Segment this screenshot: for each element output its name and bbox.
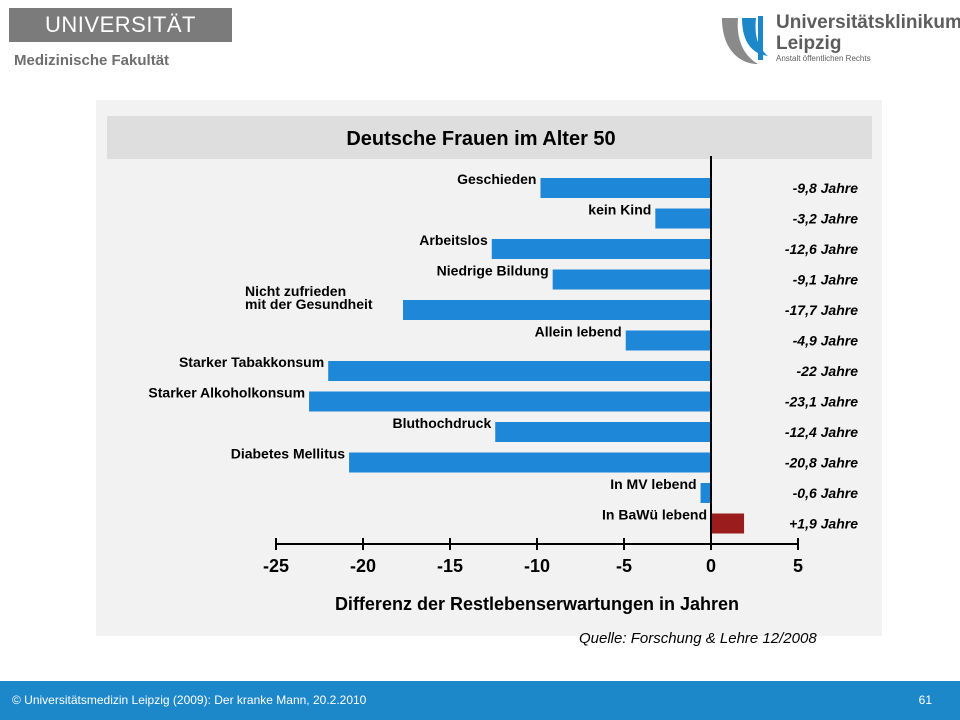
bar	[540, 178, 711, 198]
x-axis-title: Differenz der Restlebenserwartungen in J…	[335, 594, 739, 614]
university-logo: UNIVERSITÄT LEIPZIG	[9, 8, 232, 71]
page-number: 61	[918, 693, 932, 707]
category-label: In BaWü lebend	[602, 507, 707, 523]
footer-bar: © Universitätsmedizin Leipzig (2009): De…	[0, 681, 960, 720]
category-label: Allein lebend	[535, 324, 622, 340]
value-label: -4,9 Jahre	[793, 333, 859, 349]
clinic-name-line1: Universitätsklinikum	[776, 12, 960, 33]
clinic-logo: Universitätsklinikum Leipzig Anstalt öff…	[718, 10, 960, 70]
source-citation: Quelle: Forschung & Lehre 12/2008	[579, 630, 817, 647]
value-label: -0,6 Jahre	[793, 485, 859, 501]
bar	[711, 513, 745, 534]
value-label: -23,1 Jahre	[785, 394, 858, 410]
bar	[309, 391, 711, 412]
category-label: In MV lebend	[610, 476, 696, 492]
chart-title-band	[107, 116, 872, 159]
category-label: Starker Alkoholkonsum	[148, 385, 305, 401]
faculty-name: Medizinische Fakultät	[14, 52, 170, 69]
x-tick-label: -20	[350, 556, 376, 576]
bar-chart: Deutsche Frauen im Alter 50 Geschieden -9,…	[107, 116, 872, 614]
x-tick-label: 0	[706, 556, 716, 576]
chart-title: Deutsche Frauen im Alter 50	[346, 128, 615, 150]
clinic-emblem-icon	[722, 16, 768, 64]
value-label: -20,8 Jahre	[785, 455, 858, 471]
value-label: -9,8 Jahre	[793, 180, 859, 196]
x-tick-label: -10	[524, 556, 550, 576]
value-label: -17,7 Jahre	[785, 302, 858, 318]
bar	[491, 239, 711, 259]
category-label: Diabetes Mellitus	[231, 446, 346, 462]
value-label: -12,4 Jahre	[785, 424, 858, 440]
x-tick-label: -15	[437, 556, 463, 576]
bar	[700, 483, 711, 503]
footer-copyright: © Universitätsmedizin Leipzig (2009): De…	[12, 693, 367, 707]
bar	[552, 269, 711, 290]
category-label: mit der Gesundheit	[245, 296, 373, 312]
bar	[403, 300, 711, 320]
value-label: -9,1 Jahre	[793, 272, 859, 288]
value-label: +1,9 Jahre	[789, 516, 858, 532]
value-label: -22 Jahre	[797, 363, 859, 379]
category-label: Starker Tabakkonsum	[179, 354, 324, 370]
category-label: kein Kind	[588, 202, 651, 218]
bar	[328, 361, 711, 381]
clinic-subtitle: Anstalt öffentlichen Rechts	[776, 54, 871, 63]
value-label: -12,6 Jahre	[785, 241, 858, 257]
bar	[349, 452, 711, 473]
category-label: Nicht zufrieden	[245, 283, 346, 299]
category-label: Niedrige Bildung	[437, 263, 549, 279]
category-label: Bluthochdruck	[392, 415, 491, 431]
category-label: Arbeitslos	[419, 232, 488, 248]
category-label: Geschieden	[457, 171, 536, 187]
x-tick-label: 5	[793, 556, 803, 576]
bar	[625, 330, 711, 351]
value-label: -3,2 Jahre	[793, 211, 859, 227]
bar	[495, 422, 711, 442]
x-tick-label: -5	[616, 556, 632, 576]
x-tick-label: -25	[263, 556, 289, 576]
bar	[655, 208, 711, 229]
clinic-name-line2: Leipzig	[776, 33, 842, 54]
